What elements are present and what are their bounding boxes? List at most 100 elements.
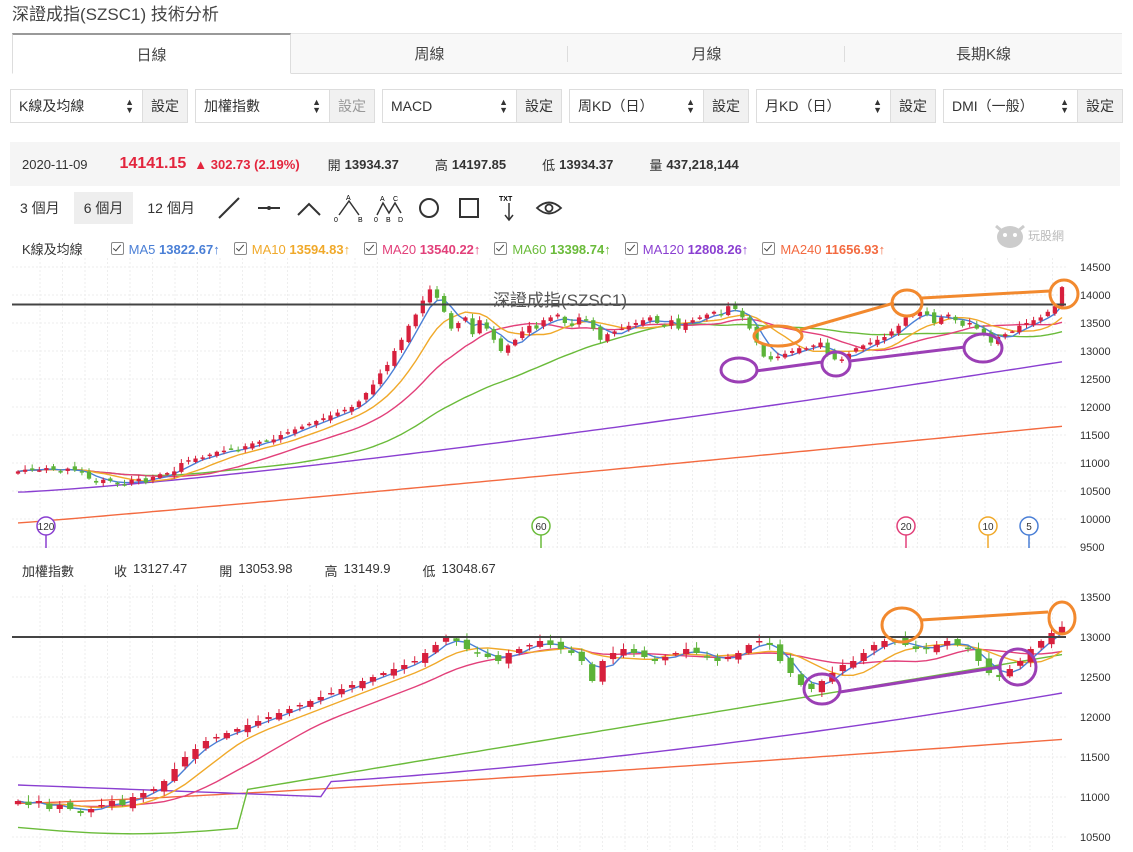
tab-long-term[interactable]: 長期K線 [845, 33, 1122, 73]
orange-trend-line [799, 301, 895, 332]
candle-body [515, 649, 523, 653]
candle-body [122, 484, 127, 486]
ma120-legend[interactable]: MA120 12808.26↑ [624, 241, 748, 257]
kline-select[interactable]: K線及均線 ▲ ▼ [11, 90, 142, 122]
tab-monthly[interactable]: 月線 [568, 33, 845, 73]
candle-body [536, 641, 544, 647]
abcd-pattern-icon[interactable]: A C 0 B D [369, 192, 409, 224]
candle-body [589, 664, 596, 681]
quote-date: 2020-11-09 [22, 156, 88, 172]
candle-body [599, 661, 606, 682]
text-tool-icon[interactable]: TXT [489, 192, 529, 224]
orange-circle-annotation [880, 606, 924, 644]
weekly-kd-settings-button[interactable]: 設定 [703, 90, 748, 122]
candle-body [527, 325, 532, 333]
weighted-index-select[interactable]: 加權指數 ▲ ▼ [196, 90, 329, 122]
candle-body [562, 316, 567, 323]
sub-low: 13048.67 [441, 561, 496, 576]
updown-arrow-icon: ▲ ▼ [873, 97, 882, 115]
candle-body [924, 311, 930, 315]
checkbox-icon[interactable] [110, 241, 124, 255]
sub-weighted-index-chart[interactable]: 13500 13000 12500 12000 11500 11000 10500 [0, 585, 1133, 852]
period-12m-button[interactable]: 12 個月 [147, 200, 195, 216]
period-3m-button[interactable]: 3 個月 [20, 200, 60, 216]
macd-selector-group: MACD ▲ ▼ 設定 [382, 89, 562, 123]
eye-icon[interactable] [529, 192, 569, 224]
candle-body [860, 653, 867, 661]
candle-body [491, 329, 496, 340]
candle-body [789, 351, 795, 353]
dmi-settings-button[interactable]: 設定 [1077, 90, 1122, 122]
candle-body [292, 429, 298, 434]
ma60-legend[interactable]: MA60 13398.74↑ [494, 241, 611, 257]
purple-trend-line [839, 665, 1001, 694]
candle-body [981, 328, 987, 335]
monthly-kd-select[interactable]: 月KD（日） ▲ ▼ [757, 90, 890, 122]
checkbox-icon[interactable] [233, 241, 247, 255]
candle-body [72, 466, 77, 471]
checkbox-icon[interactable] [624, 241, 638, 255]
tab-weekly[interactable]: 周線 [291, 33, 568, 73]
candle-body [264, 440, 269, 442]
ma10-line [17, 643, 1063, 809]
dmi-select[interactable]: DMI（一般） ▲ ▼ [944, 90, 1077, 122]
hline-tool-icon[interactable] [249, 192, 289, 224]
macd-settings-button[interactable]: 設定 [516, 90, 561, 122]
polyline-tool-icon[interactable] [289, 192, 329, 224]
kline-select-value: K線及均線 [19, 98, 85, 114]
line-tool-icon[interactable] [209, 192, 249, 224]
monthly-kd-settings-button[interactable]: 設定 [890, 90, 935, 122]
updown-arrow-icon: ▲ ▼ [312, 97, 321, 115]
checkbox-icon[interactable] [494, 241, 508, 255]
candle-body [568, 650, 575, 653]
candle-body [953, 316, 958, 321]
ma10-legend[interactable]: MA10 13594.83↑ [233, 241, 350, 257]
candle-body [108, 478, 113, 481]
candle-body [724, 657, 732, 660]
kline-settings-button[interactable]: 設定 [142, 90, 187, 122]
cow-logo-icon [995, 224, 1025, 248]
candle-body [620, 649, 627, 656]
candle-body [181, 757, 189, 767]
rect-tool-icon[interactable] [449, 192, 489, 224]
candle-body [662, 657, 669, 661]
macd-select[interactable]: MACD ▲ ▼ [383, 90, 516, 122]
y-tick-label: 10500 [1080, 486, 1111, 498]
abc-0-text: 0 [334, 217, 338, 223]
candle-body [946, 314, 951, 317]
y-tick-label: 12500 [1080, 374, 1111, 386]
abc-pattern-icon[interactable]: A 0 B [329, 192, 369, 224]
ma5-legend[interactable]: MA5 13822.67↑ [110, 241, 220, 257]
candle-body [747, 317, 752, 329]
main-ma-lines [17, 299, 1063, 524]
candle-body [932, 312, 937, 323]
abc-b-text: B [358, 217, 363, 223]
circle-tool-icon[interactable] [409, 192, 449, 224]
candle-body [612, 331, 617, 334]
dmi-selector-group: DMI（一般） ▲ ▼ 設定 [943, 89, 1123, 123]
weighted-index-settings-button[interactable]: 設定 [329, 90, 374, 122]
ma20-legend[interactable]: MA20 13540.22↑ [364, 241, 480, 257]
candle-body [726, 306, 731, 316]
orange-circle-annotation [752, 324, 804, 348]
weekly-kd-select[interactable]: 周KD（日） ▲ ▼ [570, 90, 703, 122]
purple-circle-annotation [802, 672, 842, 706]
candle-body [338, 689, 345, 695]
ma240-legend[interactable]: MA240 11656.93↑ [762, 241, 885, 257]
candle-body [495, 655, 502, 661]
checkbox-icon[interactable] [364, 241, 378, 255]
period-6m-button[interactable]: 6 個月 [73, 192, 134, 224]
candle-body [179, 463, 184, 472]
candle-body [223, 733, 230, 739]
candle-body [626, 325, 631, 330]
candle-body [974, 324, 979, 329]
candle-body [385, 365, 390, 372]
candle-body [129, 797, 136, 809]
candle-body [505, 653, 512, 664]
candle-body [683, 323, 688, 330]
checkbox-icon[interactable] [762, 241, 776, 255]
main-candlestick-chart[interactable]: 深證成指(SZSC1) 120 60 20 10 5 14500 14000 13500 13… [0, 258, 1133, 556]
candle-body [244, 725, 251, 733]
tab-daily[interactable]: 日線 [12, 33, 291, 74]
candle-body [58, 471, 63, 473]
